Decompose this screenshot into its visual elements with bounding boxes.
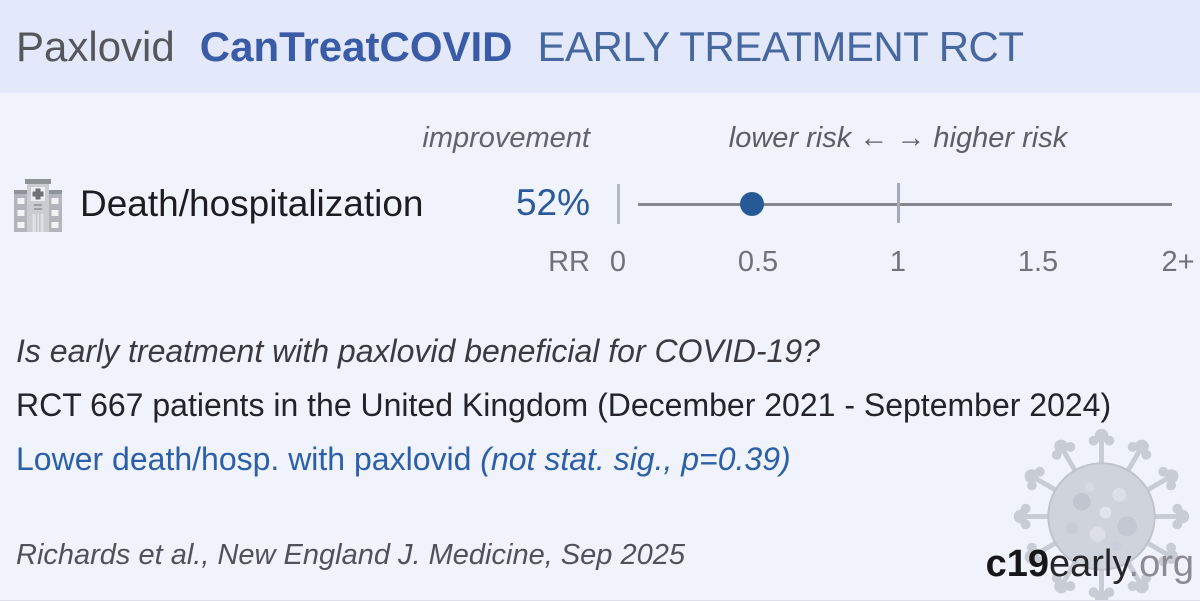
confidence-interval-line (637, 203, 1173, 206)
study-question: Is early treatment with paxlovid benefic… (16, 333, 820, 369)
outcome-label: Death/hospitalization (80, 183, 424, 224)
improvement-value: 52% (515, 182, 590, 223)
point-estimate-dot (740, 192, 765, 216)
trial-name: CanTreatCOVID (199, 22, 513, 70)
axis-zero-bar (616, 184, 620, 224)
citation: Richards et al., New England J. Medicine… (16, 539, 685, 571)
risk-direction-label: lower risk ← → higher risk (728, 122, 1068, 154)
header-bar: Paxlovid CanTreatCOVID EARLY TREATMENT R… (0, 0, 1200, 93)
study-description: RCT 667 patients in the United Kingdom (… (16, 387, 1112, 423)
improvement-column-label: improvement (422, 122, 590, 154)
reference-line-rr1 (896, 183, 900, 223)
hospital-icon (14, 178, 62, 232)
rr-tick-label: 0 (609, 246, 627, 278)
logo-c19: c19 (985, 543, 1049, 585)
rr-axis-label: RR (548, 246, 590, 278)
study-type-label: EARLY TREATMENT RCT (537, 22, 1025, 70)
result-significance-note: (not stat. sig., p=0.39) (480, 441, 791, 477)
virus-watermark-icon (1013, 428, 1190, 600)
rr-scale (616, 182, 1178, 228)
rr-tick-label: 1.5 (1017, 246, 1059, 278)
rr-tick-label: 0.5 (737, 246, 779, 278)
result-main: Lower death/hosp. with paxlovid (16, 441, 481, 477)
rr-tick-labels: 0 0.5 1 1.5 2+ (610, 246, 1195, 280)
logo-org: .org (1128, 543, 1194, 585)
study-result: Lower death/hosp. with paxlovid (not sta… (16, 441, 791, 478)
treatment-name: Paxlovid (16, 22, 175, 70)
logo-early: early (1048, 543, 1129, 585)
outcome-row: Death/hospitalization (14, 176, 424, 232)
rr-tick-label: 2+ (1161, 246, 1195, 278)
rr-tick-label: 1 (889, 246, 907, 278)
site-logo-link[interactable]: c19early.org (986, 543, 1194, 586)
